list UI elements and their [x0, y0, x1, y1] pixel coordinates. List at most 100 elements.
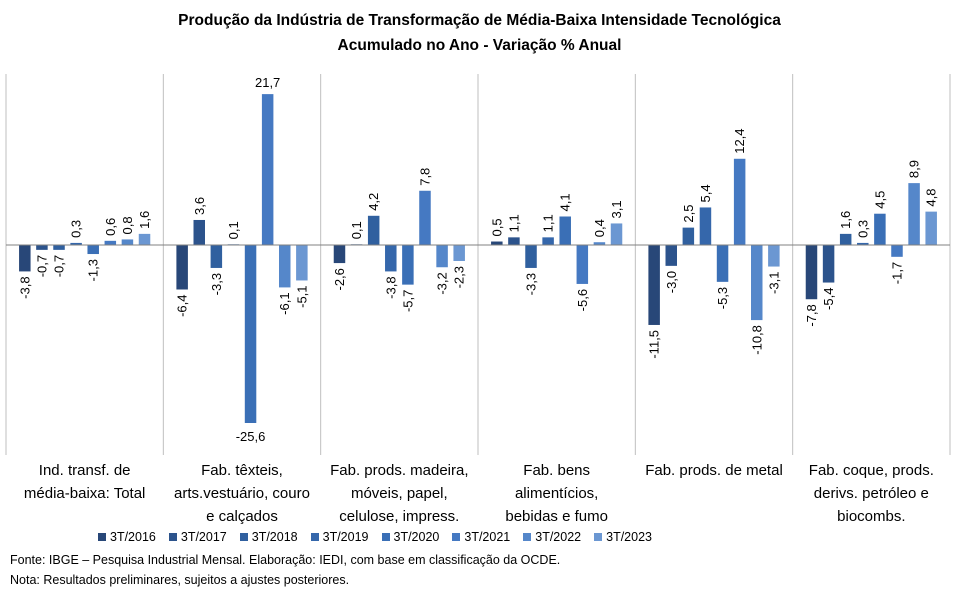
bar	[419, 190, 431, 245]
legend-label: 3T/2023	[606, 530, 652, 544]
bar	[121, 239, 134, 245]
category-label: Fab. coque, prods. derivs. petróleo e bioc…	[809, 462, 934, 525]
bar	[593, 242, 606, 245]
data-label: -2,6	[332, 268, 347, 290]
bar	[70, 242, 82, 245]
bar	[19, 245, 31, 272]
bar	[751, 245, 763, 321]
bar	[542, 237, 554, 245]
bar	[908, 183, 920, 245]
data-label: -3,0	[664, 271, 679, 293]
data-label: -10,8	[749, 325, 764, 355]
data-label: 7,8	[417, 168, 432, 186]
data-label: -5,3	[715, 287, 730, 309]
bar	[665, 245, 677, 266]
bar	[453, 245, 465, 261]
data-label: -5,4	[821, 288, 836, 310]
legend-item: 3T/2023	[594, 530, 652, 544]
chart-title: Produção da Indústria de Transformação d…	[178, 12, 781, 29]
data-label: 0,3	[855, 220, 870, 238]
data-label: 4,8	[924, 189, 939, 207]
data-label: 0,4	[592, 219, 607, 237]
category-label: Fab. prods. de metal	[645, 462, 783, 479]
data-label: 0,5	[489, 218, 504, 236]
bar	[857, 242, 869, 245]
legend-label: 3T/2022	[535, 530, 582, 544]
data-label: 0,8	[120, 216, 135, 234]
legend-item: 3T/2020	[381, 530, 439, 544]
bar	[138, 233, 151, 245]
category-label: Ind. transf. de média-baixa: Total	[24, 462, 145, 502]
bar	[87, 245, 99, 255]
data-label: 1,1	[541, 214, 556, 232]
data-label: -0,7	[52, 255, 67, 277]
bar	[874, 213, 886, 245]
bar	[333, 245, 346, 264]
data-label: -0,7	[34, 255, 49, 277]
legend-item: 3T/2017	[168, 530, 227, 544]
bar	[491, 241, 503, 245]
legend-swatch	[168, 533, 177, 541]
data-label: -5,6	[575, 289, 590, 311]
bar	[53, 245, 65, 250]
legend-item: 3T/2019	[310, 530, 369, 544]
bar	[525, 245, 537, 268]
bar	[699, 207, 712, 245]
data-label: 5,4	[698, 184, 713, 202]
bar	[176, 245, 188, 290]
bar	[279, 245, 291, 288]
data-label: 4,5	[872, 191, 887, 209]
legend-label: 3T/2017	[180, 530, 227, 544]
data-label: 3,1	[609, 200, 624, 218]
data-label: -1,3	[86, 259, 101, 281]
category-label: Fab. bens alimentícios, bebidas e fumo	[505, 462, 608, 525]
bar	[805, 245, 818, 300]
data-label: -3,8	[17, 276, 32, 298]
bar	[682, 227, 695, 245]
legend-swatch	[381, 533, 390, 541]
bar	[576, 245, 589, 284]
legend-swatch	[310, 533, 319, 541]
legend-label: 3T/2021	[464, 530, 511, 544]
data-label: 8,9	[907, 160, 922, 178]
legend-item: 3T/2022	[523, 530, 581, 544]
bar	[104, 240, 117, 245]
bar	[296, 245, 308, 281]
bar	[716, 245, 729, 282]
bar	[733, 158, 746, 245]
bar	[925, 211, 937, 245]
data-label: 1,6	[137, 211, 152, 229]
data-label: -3,2	[435, 272, 450, 294]
data-label: -3,1	[766, 272, 781, 294]
legend-item: 3T/2021	[452, 530, 510, 544]
bar	[891, 245, 903, 257]
legend-swatch	[239, 533, 248, 541]
data-label: -6,4	[175, 295, 190, 317]
data-label: 21,7	[255, 75, 280, 90]
bar	[36, 245, 48, 250]
data-label: 3,6	[192, 197, 207, 215]
legend-item: 3T/2018	[239, 530, 298, 544]
legend-label: 3T/2018	[251, 530, 298, 544]
legend-label: 3T/2019	[322, 530, 369, 544]
bar	[436, 245, 448, 268]
data-label: 1,6	[838, 211, 853, 229]
bar	[822, 245, 835, 283]
bar	[402, 245, 414, 285]
source-note: Fonte: IBGE – Pesquisa Industrial Mensal…	[10, 553, 561, 567]
legend-swatch	[523, 533, 532, 541]
bar	[385, 245, 397, 272]
data-label: -7,8	[804, 304, 819, 326]
bar	[193, 219, 205, 245]
legend-swatch	[452, 533, 461, 541]
data-label: -3,8	[383, 276, 398, 298]
legend-item: 3T/2016	[98, 530, 156, 544]
data-label: -5,7	[400, 290, 415, 312]
data-label: -3,3	[524, 273, 539, 295]
bar	[261, 94, 274, 245]
data-label: -1,7	[889, 262, 904, 284]
data-label: -6,1	[277, 292, 292, 314]
bar	[839, 233, 852, 245]
data-label: 0,3	[69, 220, 84, 238]
